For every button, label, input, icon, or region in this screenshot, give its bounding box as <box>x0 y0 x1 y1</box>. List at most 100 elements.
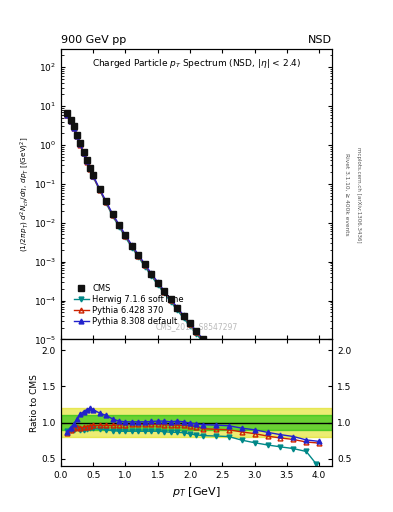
Herwig 7.1.6 softTune <box>123 234 128 241</box>
Pythia 8.308 default <box>65 112 70 118</box>
Herwig 7.1.6 softTune <box>278 426 283 433</box>
Pythia 8.308 default <box>97 186 102 192</box>
CMS <box>110 211 115 217</box>
Pythia 8.308 default <box>239 381 244 387</box>
CMS <box>75 132 79 138</box>
CMS <box>91 173 95 179</box>
CMS <box>213 351 218 357</box>
Pythia 8.308 default <box>304 449 309 455</box>
Pythia 8.308 default <box>104 198 108 204</box>
Herwig 7.1.6 softTune <box>252 399 257 405</box>
CMS <box>97 186 102 192</box>
Y-axis label: Ratio to CMS: Ratio to CMS <box>30 374 39 432</box>
CMS <box>317 455 321 461</box>
Pythia 6.428 370 <box>226 367 231 373</box>
Pythia 6.428 370 <box>194 329 199 335</box>
Herwig 7.1.6 softTune <box>181 315 186 321</box>
Pythia 6.428 370 <box>317 461 321 467</box>
Pythia 8.308 default <box>226 366 231 372</box>
Pythia 6.428 370 <box>181 313 186 319</box>
Pythia 6.428 370 <box>78 142 83 148</box>
Herwig 7.1.6 softTune <box>110 213 115 219</box>
CMS <box>252 394 257 400</box>
Pythia 8.308 default <box>155 279 160 285</box>
Pythia 6.428 370 <box>175 305 180 311</box>
CMS <box>68 117 73 123</box>
Pythia 6.428 370 <box>162 289 167 295</box>
CMS <box>123 232 128 238</box>
Pythia 6.428 370 <box>200 337 205 343</box>
Pythia 8.308 default <box>168 296 173 302</box>
Pythia 8.308 default <box>194 328 199 334</box>
Herwig 7.1.6 softTune <box>136 254 141 260</box>
CMS <box>291 432 296 438</box>
Pythia 8.308 default <box>278 422 283 429</box>
Pythia 8.308 default <box>136 251 141 258</box>
CMS <box>304 443 309 450</box>
Pythia 6.428 370 <box>291 436 296 442</box>
CMS <box>104 198 108 204</box>
Pythia 6.428 370 <box>84 159 89 165</box>
Pythia 6.428 370 <box>88 166 92 172</box>
Herwig 7.1.6 softTune <box>91 174 95 180</box>
Pythia 8.308 default <box>291 436 296 442</box>
Herwig 7.1.6 softTune <box>226 369 231 375</box>
CMS <box>78 140 83 146</box>
Herwig 7.1.6 softTune <box>213 354 218 360</box>
Pythia 8.308 default <box>143 261 147 267</box>
Pythia 6.428 370 <box>97 186 102 193</box>
Herwig 7.1.6 softTune <box>65 112 70 118</box>
Herwig 7.1.6 softTune <box>130 245 134 251</box>
Pythia 6.428 370 <box>143 262 147 268</box>
Legend: CMS, Herwig 7.1.6 softTune, Pythia 6.428 370, Pythia 8.308 default: CMS, Herwig 7.1.6 softTune, Pythia 6.428… <box>70 281 187 330</box>
Herwig 7.1.6 softTune <box>149 273 154 279</box>
CMS <box>194 328 199 334</box>
Pythia 6.428 370 <box>91 174 95 180</box>
Pythia 6.428 370 <box>155 280 160 286</box>
CMS <box>65 110 70 116</box>
Pythia 6.428 370 <box>149 271 154 278</box>
Herwig 7.1.6 softTune <box>143 264 147 270</box>
Herwig 7.1.6 softTune <box>72 124 76 131</box>
Herwig 7.1.6 softTune <box>239 384 244 390</box>
Herwig 7.1.6 softTune <box>84 159 89 165</box>
Line: Pythia 6.428 370: Pythia 6.428 370 <box>65 113 321 466</box>
CMS <box>81 149 86 155</box>
Herwig 7.1.6 softTune <box>81 151 86 157</box>
CMS <box>143 261 147 267</box>
Herwig 7.1.6 softTune <box>200 339 205 345</box>
CMS <box>188 321 193 327</box>
Line: Pythia 8.308 default: Pythia 8.308 default <box>65 113 321 466</box>
CMS <box>88 165 92 171</box>
CMS <box>117 222 121 228</box>
Pythia 8.308 default <box>110 211 115 217</box>
Herwig 7.1.6 softTune <box>162 290 167 296</box>
Herwig 7.1.6 softTune <box>304 452 309 458</box>
CMS <box>149 271 154 277</box>
Pythia 6.428 370 <box>68 118 73 124</box>
Pythia 6.428 370 <box>110 212 115 218</box>
Pythia 6.428 370 <box>130 243 134 249</box>
Pythia 8.308 default <box>75 133 79 139</box>
Herwig 7.1.6 softTune <box>175 307 180 313</box>
Pythia 8.308 default <box>175 304 180 310</box>
Pythia 6.428 370 <box>123 233 128 239</box>
CMS <box>130 243 134 249</box>
Pythia 6.428 370 <box>104 199 108 205</box>
Pythia 6.428 370 <box>65 112 70 118</box>
Pythia 8.308 default <box>149 270 154 276</box>
CMS <box>155 280 160 286</box>
Pythia 6.428 370 <box>188 322 193 328</box>
Pythia 8.308 default <box>117 222 121 228</box>
Pythia 6.428 370 <box>278 423 283 430</box>
Line: CMS: CMS <box>64 111 322 461</box>
Herwig 7.1.6 softTune <box>88 166 92 172</box>
X-axis label: $p_{T}$ [GeV]: $p_{T}$ [GeV] <box>172 485 221 499</box>
Pythia 8.308 default <box>81 150 86 156</box>
Herwig 7.1.6 softTune <box>291 439 296 445</box>
Pythia 6.428 370 <box>252 396 257 402</box>
CMS <box>136 252 141 258</box>
Herwig 7.1.6 softTune <box>168 298 173 305</box>
Text: mcplots.cern.ch [arXiv:1306.3436]: mcplots.cern.ch [arXiv:1306.3436] <box>356 147 361 242</box>
Pythia 6.428 370 <box>304 449 309 455</box>
